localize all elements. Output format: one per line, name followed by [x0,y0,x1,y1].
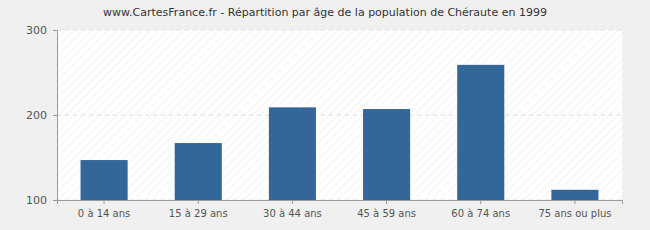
tick-label: 15 à 29 ans [169,208,228,219]
tick-mark [53,200,57,201]
axis-line [58,201,623,205]
tick-mark [53,30,57,31]
tick-mark [386,200,387,204]
grid-line [57,30,622,31]
bar [269,107,316,200]
tick: 15 à 29 ans [169,200,228,219]
grid-line [57,115,622,116]
tick-mark [198,200,199,204]
axis-line [53,31,58,201]
title: www.CartesFrance.fr - Répartition par âg… [103,6,547,19]
tick-mark [53,115,57,116]
tick-label: 45 à 59 ans [357,208,416,219]
tick: 75 ans ou plus [538,200,611,219]
tick-label: 200 [26,109,47,122]
plot: 100 200 300 0 à 14 ans 15 à 29 ans 30 à 44 an… [26,24,623,219]
tick-mark [292,200,293,204]
tick-label: 100 [26,194,47,207]
tick-label: 0 à 14 ans [78,208,130,219]
bar [363,109,410,200]
grid [57,30,622,200]
bar [175,143,222,200]
bar [457,65,504,200]
tick-label: 300 [26,24,47,37]
tick-mark [480,200,481,204]
tick: 100 [26,194,57,207]
bar [81,160,128,200]
background [0,0,650,230]
tick-label: 30 à 44 ans [263,208,322,219]
tick: 300 [26,24,57,37]
chart: www.CartesFrance.fr - Répartition par âg… [0,0,650,230]
tick-label: 75 ans ou plus [538,208,611,219]
bar [551,190,598,200]
bars [81,65,599,200]
tick-mark [104,200,105,204]
x-axis: 0 à 14 ans 15 à 29 ans 30 à 44 ans 45 à 59 … [58,200,623,219]
tick: 45 à 59 ans [357,200,416,219]
tick: 60 à 74 ans [451,200,510,219]
tick: 200 [26,109,57,122]
tick: 30 à 44 ans [263,200,322,219]
tick: 0 à 14 ans [78,200,130,219]
tick-label: 60 à 74 ans [451,208,510,219]
y-axis: 100 200 300 [26,24,58,207]
tick-mark [574,200,575,204]
plot-background [57,30,622,200]
